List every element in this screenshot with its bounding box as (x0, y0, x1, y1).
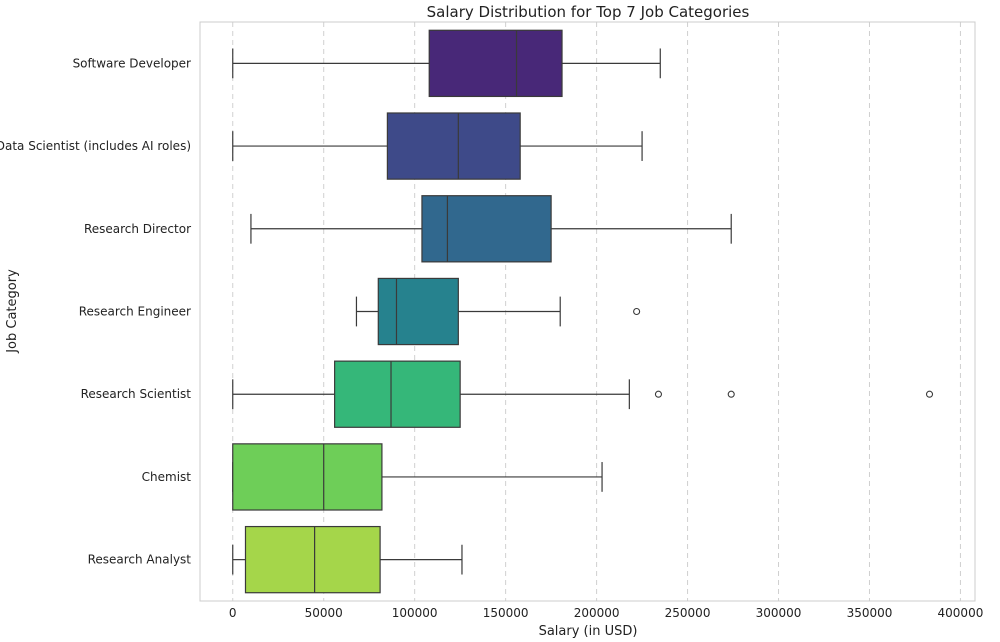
box-iqr (386, 112, 521, 180)
x-tick-label: 0 (229, 606, 237, 620)
outlier-point (925, 390, 934, 398)
y-category-label: Software Developer (73, 56, 191, 70)
y-category-label: Research Scientist (81, 387, 192, 401)
y-category-label: Research Engineer (79, 305, 191, 319)
outlier-point (654, 390, 663, 398)
x-tick-label: 200000 (574, 606, 620, 620)
x-axis-title: Salary (in USD) (539, 624, 638, 639)
box-series (232, 29, 661, 98)
outlier-point (633, 307, 641, 316)
x-tick-label: 50000 (305, 606, 343, 620)
box-series (355, 277, 641, 346)
y-axis-title: Job Category (5, 269, 20, 354)
outlier-point (727, 390, 735, 398)
y-category-label: Chemist (142, 470, 192, 484)
box-series (232, 360, 934, 428)
y-category-label: Research Analyst (88, 553, 192, 567)
x-tick-label: 300000 (756, 606, 802, 620)
box-series (232, 112, 643, 180)
x-tick-label: 100000 (392, 606, 438, 620)
x-tick-label: 350000 (847, 606, 893, 620)
label-layer: 0 50000 100000 150000 200000 250000 300000 3500… (0, 56, 983, 620)
plot-frame (199, 21, 976, 602)
x-tick-label: 400000 (938, 606, 984, 620)
box-series (232, 443, 603, 511)
box-iqr (421, 195, 552, 263)
x-tick-label: 250000 (665, 606, 711, 620)
y-category-label: Data Scientist (includes AI roles) (0, 139, 191, 153)
box-iqr (377, 277, 459, 346)
box-series (250, 195, 732, 263)
box-series (232, 525, 463, 594)
box-iqr (428, 29, 563, 98)
x-tick-label: 150000 (483, 606, 529, 620)
chart-title: Salary Distribution for Top 7 Job Catego… (427, 3, 750, 21)
box-iqr (244, 525, 381, 594)
box-iqr (334, 360, 461, 428)
box-layer (232, 29, 934, 594)
box-iqr (232, 443, 383, 511)
y-category-label: Research Director (84, 222, 191, 236)
